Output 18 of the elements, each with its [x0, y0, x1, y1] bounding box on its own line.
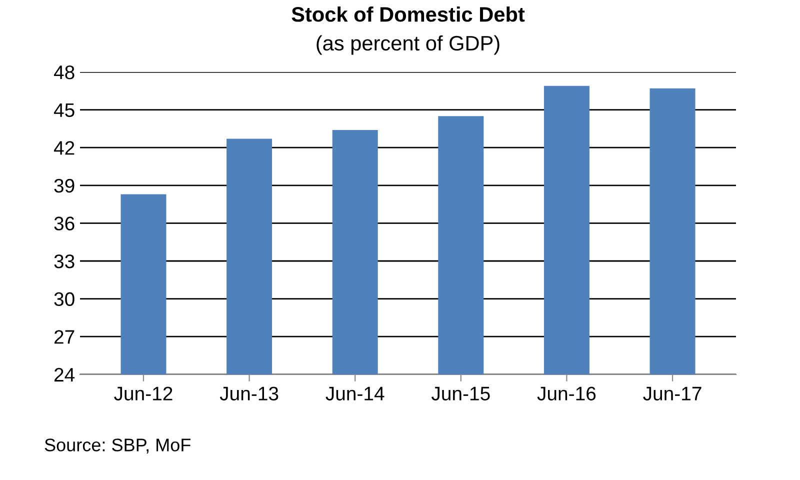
- source-note: Source: SBP, MoF: [44, 438, 190, 454]
- y-tick-label: 48: [54, 65, 74, 80]
- y-tick-label: 45: [54, 103, 74, 118]
- y-tick-label: 24: [54, 368, 75, 382]
- y-tick-label: 30: [54, 292, 74, 306]
- y-tick-label: 27: [54, 330, 74, 344]
- chart-subtitle: (as percent of GDP): [316, 35, 500, 55]
- y-tick-label: 36: [54, 216, 74, 230]
- y-tick-label: 42: [54, 141, 74, 155]
- x-tick-label: Jun-17: [643, 386, 702, 400]
- x-tick-label: Jun-15: [431, 386, 490, 400]
- x-tick-label: Jun-12: [114, 386, 172, 400]
- y-tick-label: 39: [54, 178, 74, 193]
- x-tick-label: Jun-13: [220, 386, 278, 400]
- y-tick-label: 33: [54, 254, 74, 268]
- x-tick-label: Jun-14: [326, 386, 384, 400]
- x-tick-label: Jun-16: [537, 386, 596, 400]
- chart-title: Stock of Domestic Debt: [292, 6, 525, 22]
